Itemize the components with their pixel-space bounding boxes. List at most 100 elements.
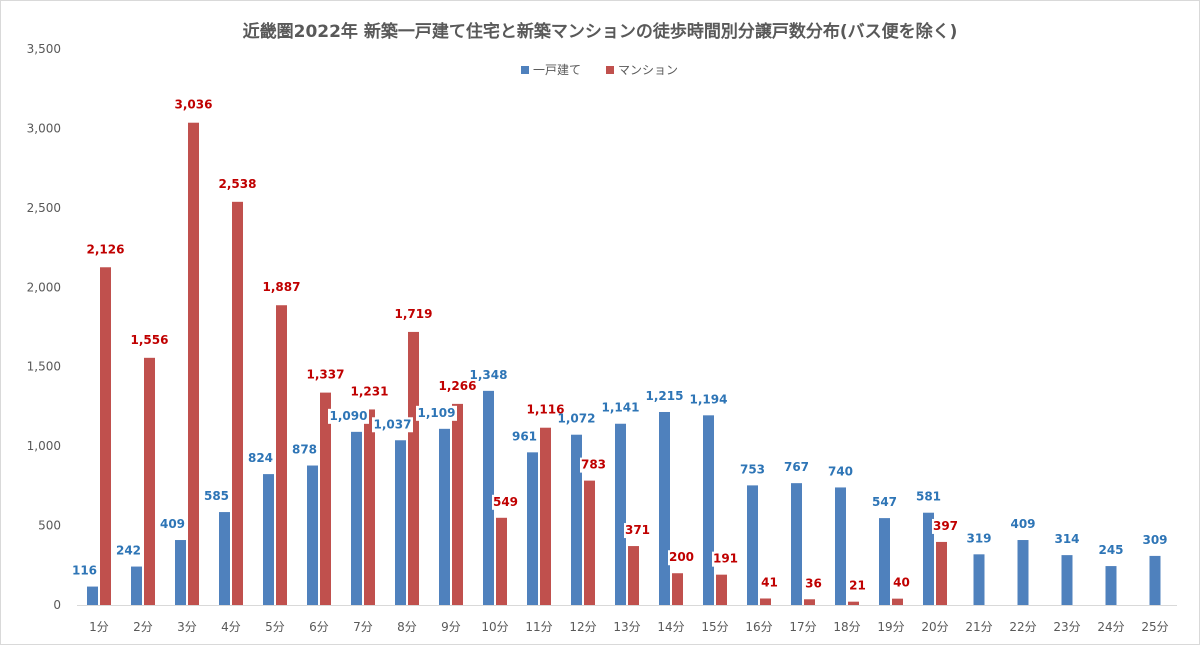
x-tick-label: 10分 <box>481 620 508 634</box>
data-label-mansion: 200 <box>669 550 694 564</box>
label-bg-mansion <box>932 518 959 534</box>
bar-mansion <box>804 599 815 605</box>
data-label-detached: 1,194 <box>690 392 728 406</box>
bar-detached <box>1017 540 1029 605</box>
data-label-detached: 319 <box>966 531 991 545</box>
bar-detached <box>351 431 362 605</box>
data-label-detached: 581 <box>916 490 941 504</box>
data-label-detached: 314 <box>1054 532 1079 546</box>
bars <box>87 122 1161 606</box>
data-label-mansion: 783 <box>581 458 606 472</box>
bar-mansion <box>408 331 419 605</box>
bar-mansion <box>144 357 155 605</box>
bar-detached <box>527 452 538 605</box>
bar-detached <box>175 540 186 605</box>
legend-swatch-detached <box>521 66 529 74</box>
legend-swatch-mansion <box>606 66 614 74</box>
bar-detached <box>307 465 318 605</box>
y-tick-label: 0 <box>53 598 61 612</box>
data-label-mansion: 1,719 <box>395 307 433 321</box>
label-bg-detached <box>416 405 457 421</box>
bar-detached <box>131 566 142 605</box>
bar-detached <box>219 512 230 605</box>
y-tick-label: 1,000 <box>27 439 61 453</box>
chart-title: 近畿圏2022年 新築一戸建て住宅と新築マンションの徒歩時間別分譲戸数分布(バス… <box>243 21 958 42</box>
bar-mansion <box>672 573 683 605</box>
bar-mansion <box>232 201 243 606</box>
bar-detached <box>1149 555 1161 605</box>
bar-detached <box>791 483 802 605</box>
data-label-detached: 585 <box>204 489 229 503</box>
label-bg-mansion <box>891 575 912 591</box>
label-bg-detached <box>71 563 98 579</box>
bar-mansion <box>628 546 639 605</box>
x-tick-label: 11分 <box>525 620 552 634</box>
label-bg-mansion <box>624 523 651 539</box>
data-label-detached: 245 <box>1098 543 1123 557</box>
bar-detached <box>659 411 670 605</box>
x-tick-label: 6分 <box>309 620 329 634</box>
x-tick-label: 8分 <box>397 620 417 634</box>
data-label-detached: 116 <box>72 564 97 578</box>
bar-detached <box>1061 555 1073 605</box>
data-label-detached: 1,090 <box>330 409 368 423</box>
data-label-mansion: 1,887 <box>263 280 301 294</box>
bar-mansion <box>100 267 111 605</box>
data-label-detached: 878 <box>292 443 317 457</box>
x-tick-label: 17分 <box>789 620 816 634</box>
bar-detached <box>703 415 714 605</box>
bar-detached <box>923 512 934 605</box>
data-label-detached: 409 <box>1010 517 1035 531</box>
label-bg-detached <box>203 489 230 505</box>
x-axis: 1分 2分 3分 4分 5分 6分 7分 8分 9分 10分 11分 12分 13分 14分 15分 16分 1… <box>77 605 1177 634</box>
x-tick-label: 18分 <box>833 620 860 634</box>
label-bg-mansion <box>668 550 695 566</box>
bar-mansion <box>496 517 507 605</box>
data-label-detached: 547 <box>872 495 897 509</box>
bar-mansion <box>892 598 903 605</box>
bar-mansion <box>320 392 331 605</box>
label-bg-mansion <box>803 576 824 592</box>
x-tick-label: 19分 <box>877 620 904 634</box>
bar-detached <box>395 440 406 605</box>
y-axis: 0 500 1,000 1,500 2,000 2,500 3,000 3,500 <box>27 42 61 612</box>
label-bg-detached <box>511 429 538 445</box>
data-label-detached: 309 <box>1142 533 1167 547</box>
bar-detached <box>1105 566 1117 605</box>
bar-mansion <box>716 574 727 605</box>
y-tick-label: 500 <box>38 519 61 533</box>
bar-detached <box>439 428 450 605</box>
bar-detached <box>263 474 274 605</box>
y-tick-label: 3,500 <box>27 42 61 56</box>
legend-label-mansion: マンション <box>618 63 678 77</box>
data-labels: 116 2,126 242 1,556 409 3,036 585 2,538 824 1,887… <box>71 98 1168 594</box>
x-tick-label: 12分 <box>569 620 596 634</box>
label-bg-mansion <box>712 551 739 567</box>
data-label-mansion: 191 <box>713 552 738 566</box>
x-tick-label: 9分 <box>441 620 461 634</box>
bar-detached <box>835 487 846 605</box>
legend: 一戸建て マンション <box>521 63 678 77</box>
data-label-detached: 409 <box>160 517 185 531</box>
data-label-detached: 824 <box>248 451 273 465</box>
x-tick-label: 7分 <box>353 620 373 634</box>
x-tick-label: 22分 <box>1009 620 1036 634</box>
data-label-mansion: 397 <box>933 519 958 533</box>
x-tick-label: 13分 <box>613 620 640 634</box>
data-label-detached: 1,037 <box>374 417 412 431</box>
data-label-detached: 1,348 <box>470 368 508 382</box>
label-bg-mansion <box>492 494 519 510</box>
data-label-detached: 1,109 <box>418 406 456 420</box>
y-tick-label: 2,000 <box>27 280 61 294</box>
bar-detached <box>483 390 494 605</box>
x-tick-label: 14分 <box>657 620 684 634</box>
x-tick-label: 1分 <box>89 620 109 634</box>
label-bg-mansion <box>759 575 780 591</box>
label-bg-detached <box>328 408 369 424</box>
data-label-mansion: 21 <box>849 579 866 593</box>
label-bg-mansion <box>847 578 868 594</box>
data-label-mansion: 3,036 <box>175 98 213 112</box>
bar-detached <box>973 554 985 605</box>
x-tick-label: 16分 <box>745 620 772 634</box>
